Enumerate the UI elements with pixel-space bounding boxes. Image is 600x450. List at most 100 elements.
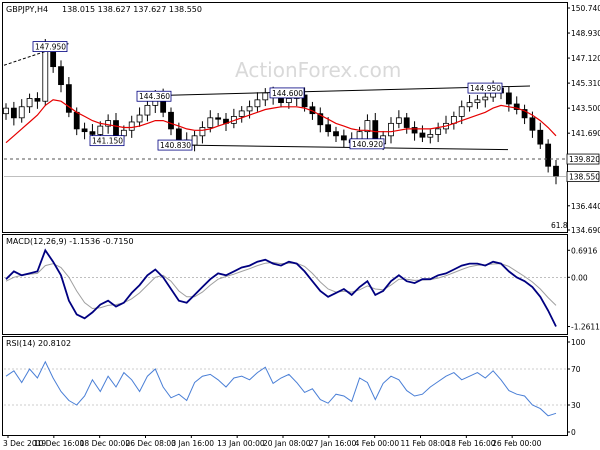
price-panel [2,2,568,233]
x-tick-label: 11 Feb 08:00 [401,439,450,448]
annotation-label: 140.830 [160,141,191,150]
candle-body [411,127,418,134]
annotation-box [269,87,305,99]
candle-body [513,103,520,110]
candle-body [113,120,119,137]
annotation-box [349,138,385,150]
candle-body [105,120,112,127]
candle-body [42,46,49,102]
candle-body [458,106,465,117]
candle-body [144,104,151,116]
candle-body [168,111,174,130]
price-tick-label: 148.930 [571,29,600,38]
candle-body [238,110,245,117]
candle-body [34,98,41,102]
price-tick-label: 141.690 [571,129,600,138]
price-tick-label: 136.440 [571,202,600,211]
candle-body [26,98,33,108]
candle-body [175,128,182,141]
price-tick-label: 147.120 [571,54,600,63]
watermark: ActionForex.com [235,58,401,82]
x-tick-label: 26 Feb 00:00 [492,439,541,448]
symbol-label: GBPJPY,H4 [6,5,48,14]
candle-body [18,106,25,119]
candle-body [427,134,434,138]
macd-panel [2,234,568,335]
candle-body [474,99,481,104]
x-tick-label: 13 Jan 00:00 [217,439,265,448]
candle-body [419,132,426,138]
x-tick-label: 10 Dec 16:00 [34,439,85,448]
x-tick-label: 26 Dec 08:00 [126,439,177,448]
candle-body [73,111,80,130]
rsi-tick-label: 30 [571,401,581,410]
candle-body [466,102,473,108]
rsi-panel [2,336,568,436]
candle-body [65,84,72,113]
candle-body [388,122,394,137]
rsi-tick-label: 0 [571,428,576,437]
candle-body [128,121,135,131]
candle-body [199,127,206,137]
price-tag-label: 138.550 [569,173,600,182]
candle-body [262,92,269,101]
candle-body [317,113,324,126]
price-tick-label: 143.500 [571,104,600,113]
candle-body [553,165,559,178]
x-tick-label: 3 Dec 2019 [3,439,46,448]
sma-line [5,99,557,144]
price-tag-label: 139.820 [569,155,600,164]
candle-body [333,131,339,137]
macd-label: MACD(12,26,9) -1.1536 -0.7150 [6,237,134,246]
annotation-label: 144.950 [470,84,501,93]
x-tick-label: 27 Jan 16:00 [309,439,357,448]
x-tick-label: 20 Jan 08:00 [263,439,311,448]
rsi-tick-label: 70 [571,365,581,374]
candle-body [340,135,347,141]
candle-body [207,117,214,128]
macd-line [5,248,557,327]
macd-tick-label: 0.00 [571,273,588,282]
candle-body [482,96,489,101]
x-tick-label: 18 Feb 16:00 [446,439,495,448]
price-tick-label: 134.690 [571,226,600,235]
rsi-layer [4,360,566,417]
candle-body [285,98,292,104]
rsi-line [5,360,557,417]
fib-label: 61.8 [551,221,568,230]
annotation-label: 144.600 [272,89,303,98]
annotation-box [89,135,125,147]
candle-body [521,109,528,119]
candle-body [10,107,17,119]
price-tick-label: 150.740 [571,4,600,13]
axis-layer: 150.740 148.930 147.120 145.310 143.500 141.6… [3,4,600,448]
candle-body [246,106,253,112]
candle-body [120,129,127,137]
rsi-tick-label: 100 [571,338,586,347]
candle-body [364,120,371,133]
candle-body [505,92,512,105]
candle-body [403,117,410,128]
macd-tick-label: -1.2611 [571,323,600,332]
annotation-label: 141.150 [92,137,123,146]
candle-body [254,99,261,108]
price-tag [566,171,600,183]
macd-layer [4,248,566,327]
x-tick-label: 3 Jan 16:00 [171,439,214,448]
macd-tick-label: 0.6916 [571,246,597,255]
candle-body [395,117,402,124]
candle-body [58,66,64,86]
candle-body [545,143,552,167]
candle-body [529,117,536,131]
annotation-label: 147.950 [35,43,66,52]
candle-body [435,128,442,135]
annotation-box [32,41,68,52]
annotation-box [136,90,172,102]
candle-body [191,135,198,146]
lower-channel-line [159,144,509,151]
candle-body [325,124,332,133]
price-layer: 147.950 144.360 144.600 144.950 141.150 140.8… [3,38,568,230]
x-tick-label: 4 Feb 00:00 [355,439,400,448]
x-tick-label: 18 Dec 00:00 [80,439,131,448]
